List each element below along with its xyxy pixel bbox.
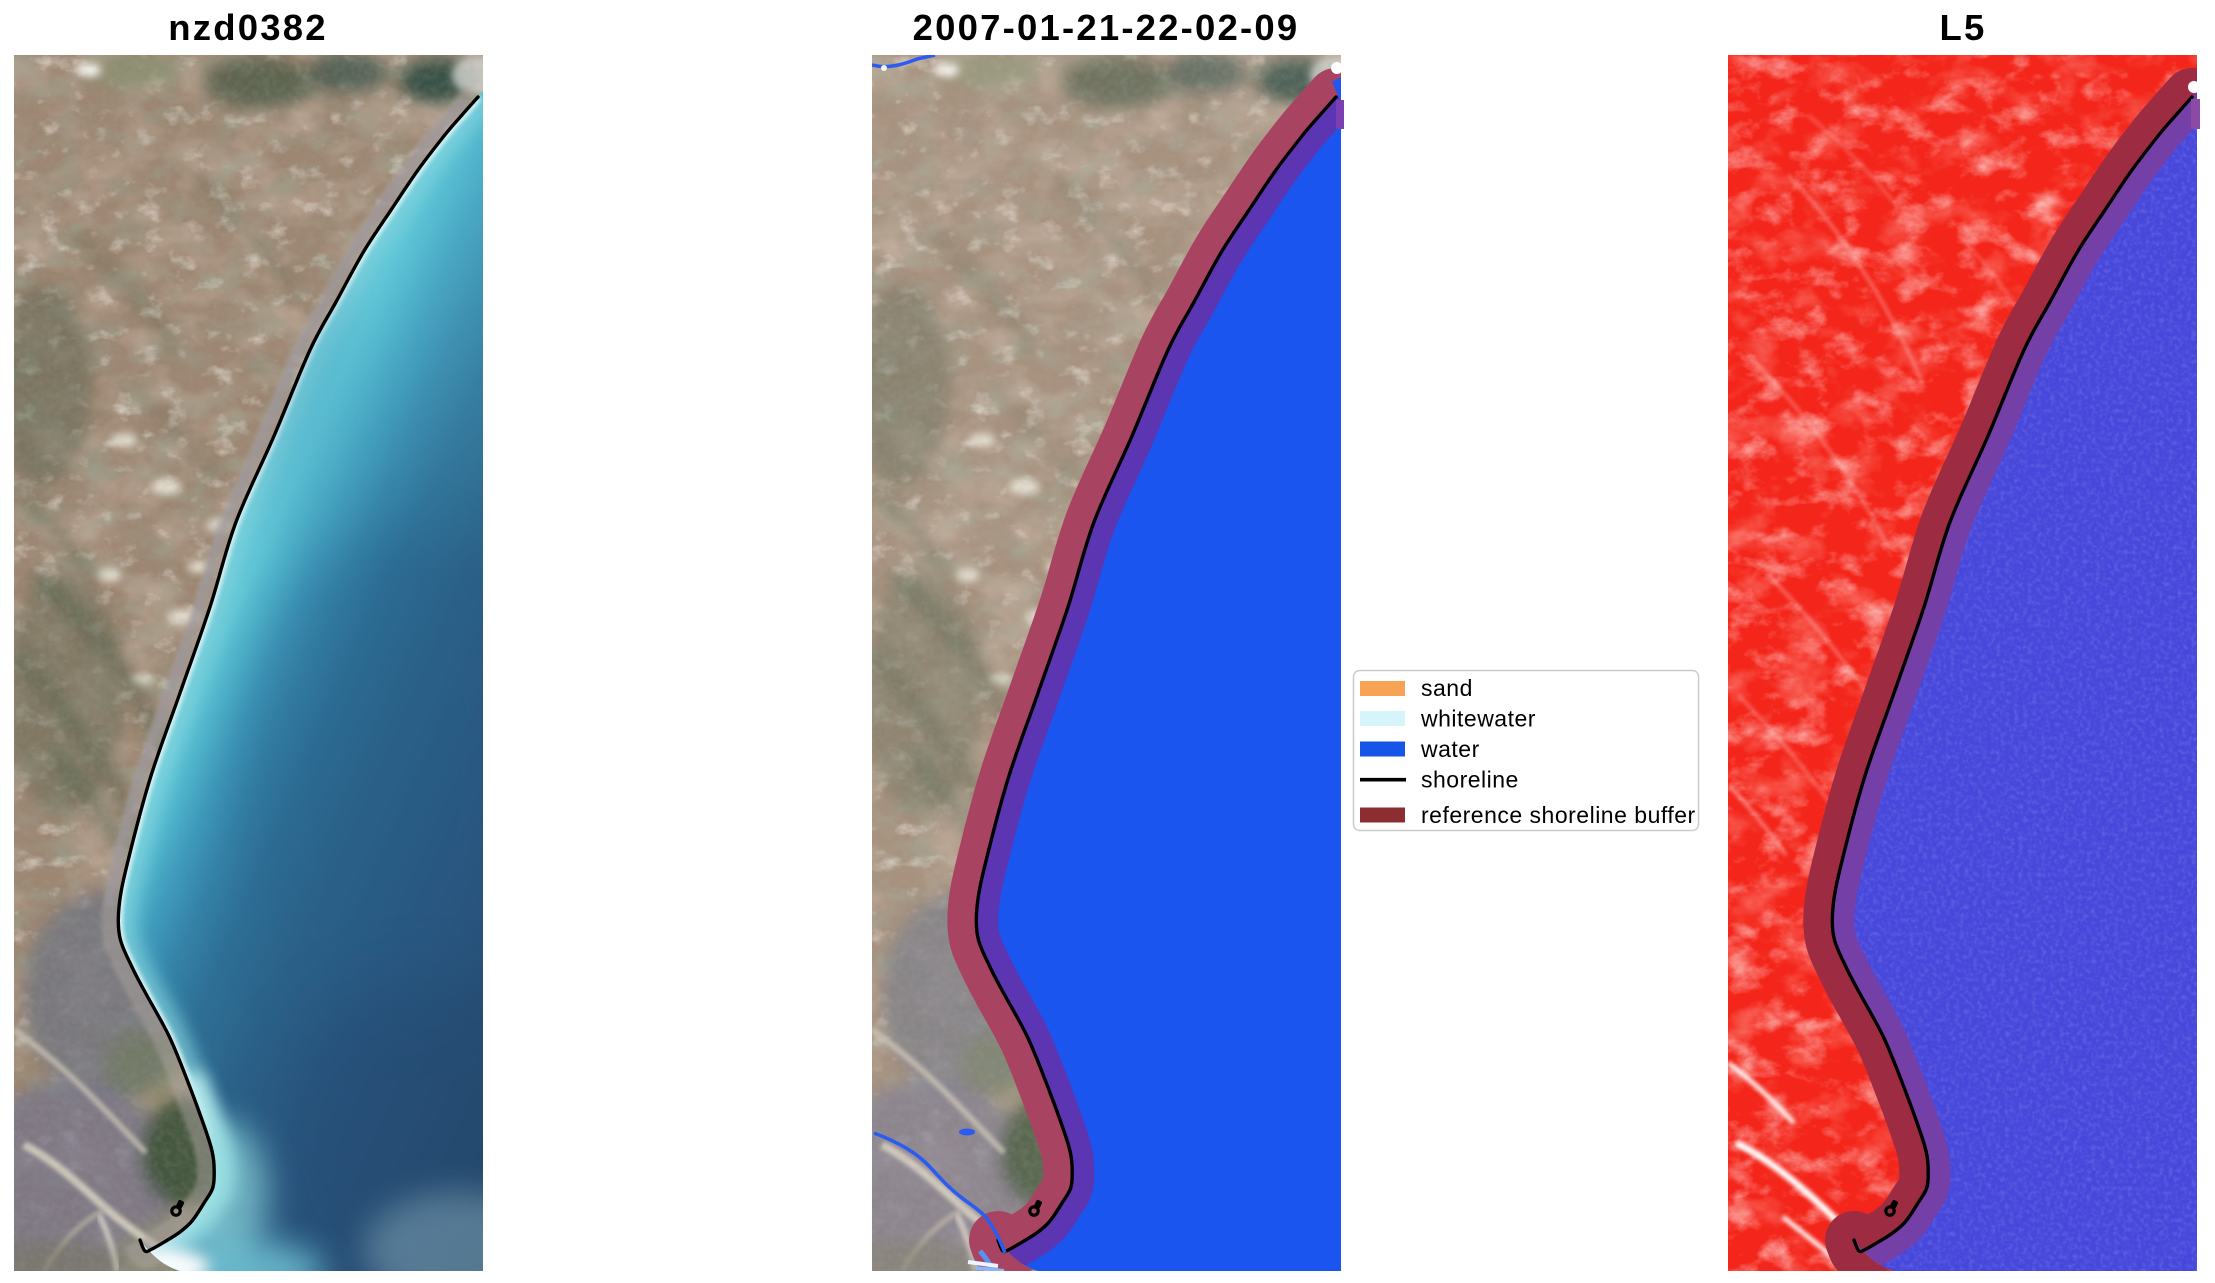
svg-text:2007-01-21-22-02-09: 2007-01-21-22-02-09 xyxy=(913,7,1300,48)
svg-text:shoreline: shoreline xyxy=(1421,767,1519,793)
svg-text:nzd0382: nzd0382 xyxy=(168,7,327,48)
svg-text:whitewater: whitewater xyxy=(1420,706,1536,732)
svg-text:reference shoreline buffer: reference shoreline buffer xyxy=(1421,802,1696,828)
svg-text:L5: L5 xyxy=(1940,7,1987,48)
svg-text:water: water xyxy=(1420,736,1480,762)
svg-text:sand: sand xyxy=(1421,675,1473,701)
